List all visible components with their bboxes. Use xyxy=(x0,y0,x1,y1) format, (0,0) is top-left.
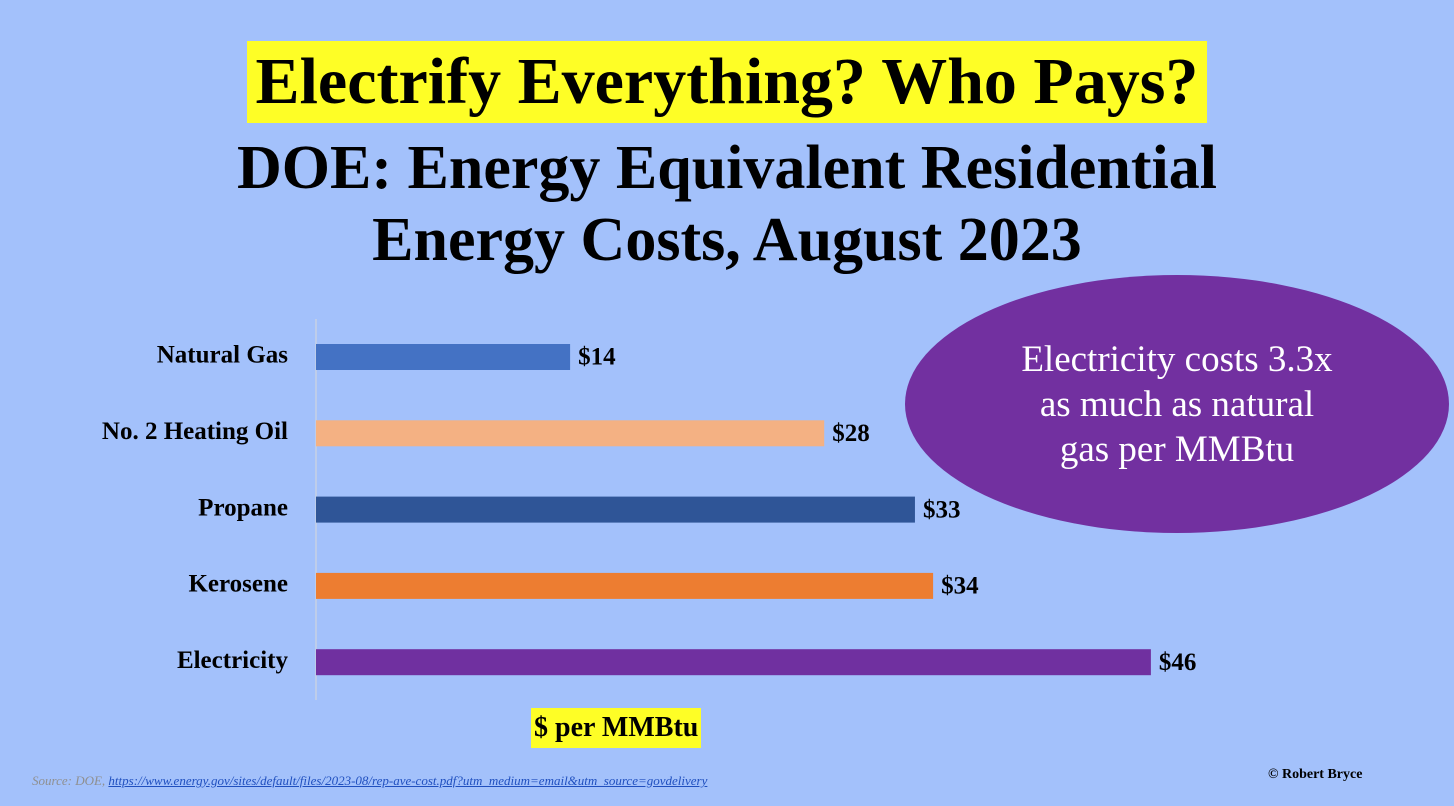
data-label: $14 xyxy=(578,344,616,371)
data-label: $33 xyxy=(923,496,961,523)
source-note: Source: DOE, https://www.energy.gov/site… xyxy=(32,773,707,789)
data-label: $28 xyxy=(832,420,870,447)
category-label: Propane xyxy=(198,494,288,521)
copyright: © Robert Bryce xyxy=(1268,767,1363,782)
category-label: No. 2 Heating Oil xyxy=(102,418,288,445)
source-link[interactable]: https://www.energy.gov/sites/default/fil… xyxy=(108,773,708,788)
x-axis-label: $ per MMBtu xyxy=(531,708,702,748)
callout-text: Electricity costs 3.3x as much as natura… xyxy=(987,337,1367,472)
chart-title-line-2: Energy Costs, August 2023 xyxy=(372,206,1082,274)
bar xyxy=(316,572,934,599)
chart-title: DOE: Energy Equivalent Residential Energ… xyxy=(0,132,1454,276)
bar xyxy=(316,420,825,447)
data-label: $46 xyxy=(1159,649,1197,676)
callout-line-1: Electricity costs 3.3x xyxy=(1021,338,1333,380)
headline-wrap: Electrify Everything? Who Pays? xyxy=(0,41,1454,123)
callout-ellipse: Electricity costs 3.3x as much as natura… xyxy=(905,275,1449,533)
callout-line-2: as much as natural xyxy=(1039,383,1315,425)
data-label: $34 xyxy=(941,573,979,600)
bar xyxy=(316,496,915,523)
category-label: Kerosene xyxy=(188,571,288,598)
chart-title-line-1: DOE: Energy Equivalent Residential xyxy=(236,134,1217,202)
bar xyxy=(316,344,571,370)
bar xyxy=(316,649,1151,676)
category-label: Natural Gas xyxy=(157,342,289,369)
source-prefix: Source: DOE, xyxy=(32,773,109,788)
headline: Electrify Everything? Who Pays? xyxy=(246,41,1208,123)
callout-line-3: gas per MMBtu xyxy=(1059,428,1295,470)
category-label: Electricity xyxy=(177,647,289,674)
